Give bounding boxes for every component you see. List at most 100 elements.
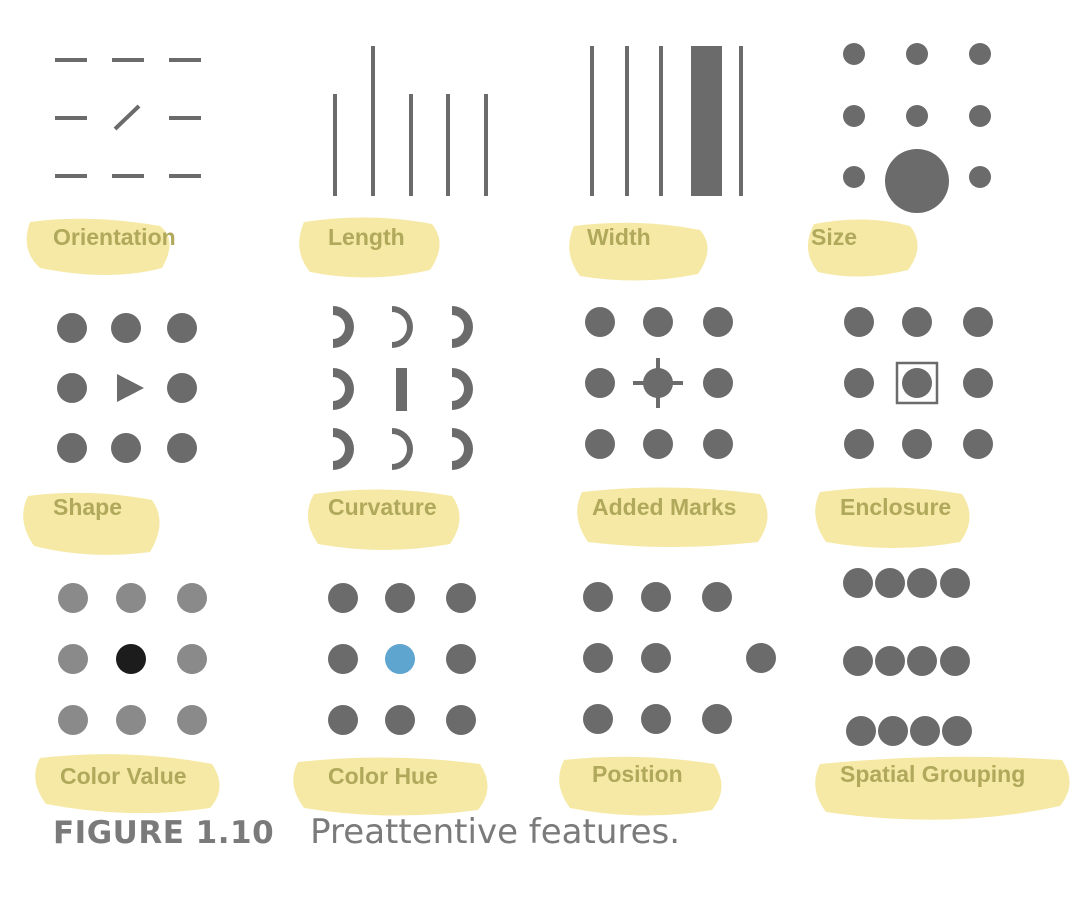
color-hue-dot: [328, 705, 358, 735]
color-value-label-text: Color Value: [60, 763, 187, 789]
color-value-label: Color Value: [35, 754, 220, 814]
size-label-highlight: [807, 219, 918, 277]
position-dot: [583, 582, 613, 612]
color-hue-dot: [385, 583, 415, 613]
size-marks: [843, 43, 991, 213]
length-label-text: Length: [328, 224, 405, 250]
shape-label-highlight: [23, 492, 160, 555]
orientation-label-highlight: [26, 218, 170, 275]
color-hue-dot: [385, 705, 415, 735]
size-dot-large: [885, 149, 949, 213]
width-bar: [625, 46, 629, 196]
added-marks-dot: [585, 368, 615, 398]
spatial-grouping-dot: [940, 568, 970, 598]
color-value-dot: [177, 644, 207, 674]
shape-dot: [167, 373, 197, 403]
shape-dot: [111, 433, 141, 463]
spatial-grouping-dot: [843, 568, 873, 598]
position-dot: [702, 582, 732, 612]
color-value-dot: [58, 705, 88, 735]
size-dot: [969, 166, 991, 188]
shape-dot: [167, 313, 197, 343]
enclosure-label-highlight: [815, 487, 970, 548]
enclosure-marks: [844, 307, 993, 459]
color-value-dot: [116, 583, 146, 613]
size-dot: [906, 105, 928, 127]
added-marks-label: Added Marks: [577, 487, 768, 547]
width-label: Width: [569, 222, 708, 281]
position-dot: [641, 704, 671, 734]
added-marks-dot: [703, 368, 733, 398]
curvature-straight-bar: [396, 368, 407, 411]
curvature-marks: [333, 306, 473, 470]
curvature-arc: [452, 368, 473, 410]
color-value-dot: [177, 705, 207, 735]
added-marks-dot: [643, 307, 673, 337]
shape-dot: [167, 433, 197, 463]
width-bar: [590, 46, 594, 196]
spatial-grouping-dot: [875, 646, 905, 676]
color-hue-label-text: Color Hue: [328, 763, 438, 789]
curvature-label-highlight: [307, 489, 460, 550]
added-marks-crosshair-dot: [633, 358, 683, 408]
width-bar: [739, 46, 743, 196]
added-marks-dot: [643, 429, 673, 459]
spatial-grouping-label-text: Spatial Grouping: [840, 761, 1025, 787]
enclosure-label-text: Enclosure: [840, 494, 951, 520]
added-marks-marks: [585, 307, 733, 459]
shape-dot: [57, 313, 87, 343]
position-label-highlight: [559, 756, 722, 816]
orientation-label: Orientation: [26, 218, 176, 275]
enclosure-dot: [963, 368, 993, 398]
curvature-label-text: Curvature: [328, 494, 437, 520]
curvature-arc: [392, 428, 413, 470]
spatial-grouping-dot: [875, 568, 905, 598]
curvature-arc: [392, 306, 413, 348]
size-label-text: Size: [811, 224, 857, 250]
color-hue-dot-blue: [385, 644, 415, 674]
orientation-marks: [55, 58, 201, 178]
curvature-label: Curvature: [307, 489, 460, 550]
color-value-dot-dark: [116, 644, 146, 674]
color-hue-dot: [328, 583, 358, 613]
added-marks-dot: [703, 307, 733, 337]
added-marks-dot: [585, 307, 615, 337]
color-hue-label: Color Hue: [293, 757, 488, 816]
spatial-grouping-dot: [878, 716, 908, 746]
curvature-arc: [333, 428, 354, 470]
position-dot: [583, 643, 613, 673]
width-marks: [590, 46, 743, 196]
enclosure-dot: [902, 429, 932, 459]
enclosure-label: Enclosure: [815, 487, 970, 548]
enclosure-dot: [844, 368, 874, 398]
color-value-dot: [177, 583, 207, 613]
position-dot: [702, 704, 732, 734]
position-marks: [583, 582, 776, 734]
shape-marks: [57, 313, 197, 463]
enclosure-dot: [844, 429, 874, 459]
spatial-grouping-dot: [940, 646, 970, 676]
spatial-grouping-dot: [910, 716, 940, 746]
added-marks-dot: [585, 429, 615, 459]
enclosure-dot: [902, 307, 932, 337]
color-value-label-highlight: [35, 754, 220, 814]
spatial-grouping-label: Spatial Grouping: [815, 756, 1070, 820]
color-hue-dot: [446, 705, 476, 735]
size-dot: [969, 105, 991, 127]
figure-caption-text: Preattentive features.: [310, 812, 681, 852]
color-hue-label-highlight: [293, 757, 488, 816]
position-label: Position: [559, 756, 722, 816]
spatial-grouping-marks: [843, 568, 972, 746]
size-dot: [843, 105, 865, 127]
curvature-arc: [452, 428, 473, 470]
enclosure-dot: [963, 429, 993, 459]
position-label-text: Position: [592, 761, 683, 787]
length-label-highlight: [299, 217, 440, 278]
color-value-marks: [58, 583, 207, 735]
width-label-text: Width: [587, 224, 651, 250]
spatial-grouping-dot: [907, 568, 937, 598]
spatial-grouping-dot: [942, 716, 972, 746]
position-dot: [641, 643, 671, 673]
shape-dot: [111, 313, 141, 343]
spatial-grouping-dot: [843, 646, 873, 676]
